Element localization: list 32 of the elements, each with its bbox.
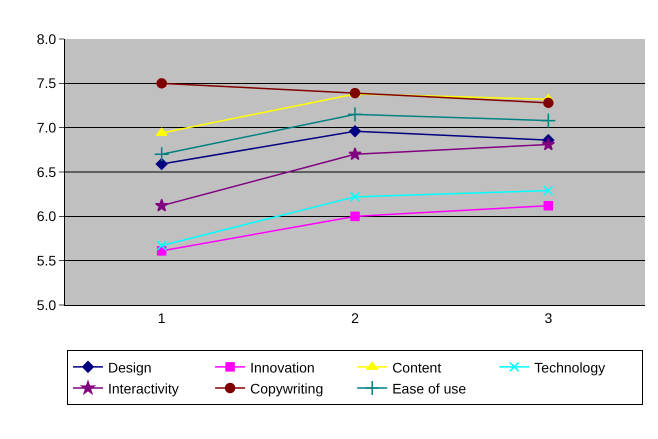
legend-label: Technology	[534, 359, 606, 376]
y-tick-label: 7.5	[36, 75, 56, 92]
y-tick-label: 6.5	[36, 164, 56, 180]
y-tick-label: 8.0	[36, 30, 56, 47]
legend-label: Copywriting	[250, 380, 324, 396]
legend-label: Design	[108, 359, 152, 376]
y-tick-label: 5.0	[36, 296, 56, 313]
point	[350, 192, 360, 202]
x-tick-label: 3	[544, 310, 552, 326]
legend-label: Interactivity	[108, 380, 179, 396]
point	[542, 137, 556, 150]
legend-label: Innovation	[250, 359, 315, 376]
point	[156, 240, 167, 251]
y-tick-label: 6.0	[36, 208, 56, 224]
y-tick-label: 5.5	[36, 252, 56, 269]
point	[156, 78, 167, 89]
point	[544, 200, 554, 210]
point	[348, 147, 362, 160]
legend-label: Ease of use	[392, 380, 466, 396]
point	[156, 158, 168, 170]
point	[347, 106, 363, 122]
y-tick-label: 7.0	[36, 120, 56, 136]
x-tick-label: 2	[351, 310, 360, 326]
point	[543, 98, 554, 108]
point	[543, 185, 554, 196]
legend-label: Content	[392, 359, 442, 376]
point	[349, 125, 361, 138]
point	[540, 112, 556, 128]
point	[154, 198, 168, 212]
point	[154, 146, 170, 162]
x-tick-label: 1	[158, 310, 166, 326]
point	[350, 212, 360, 222]
